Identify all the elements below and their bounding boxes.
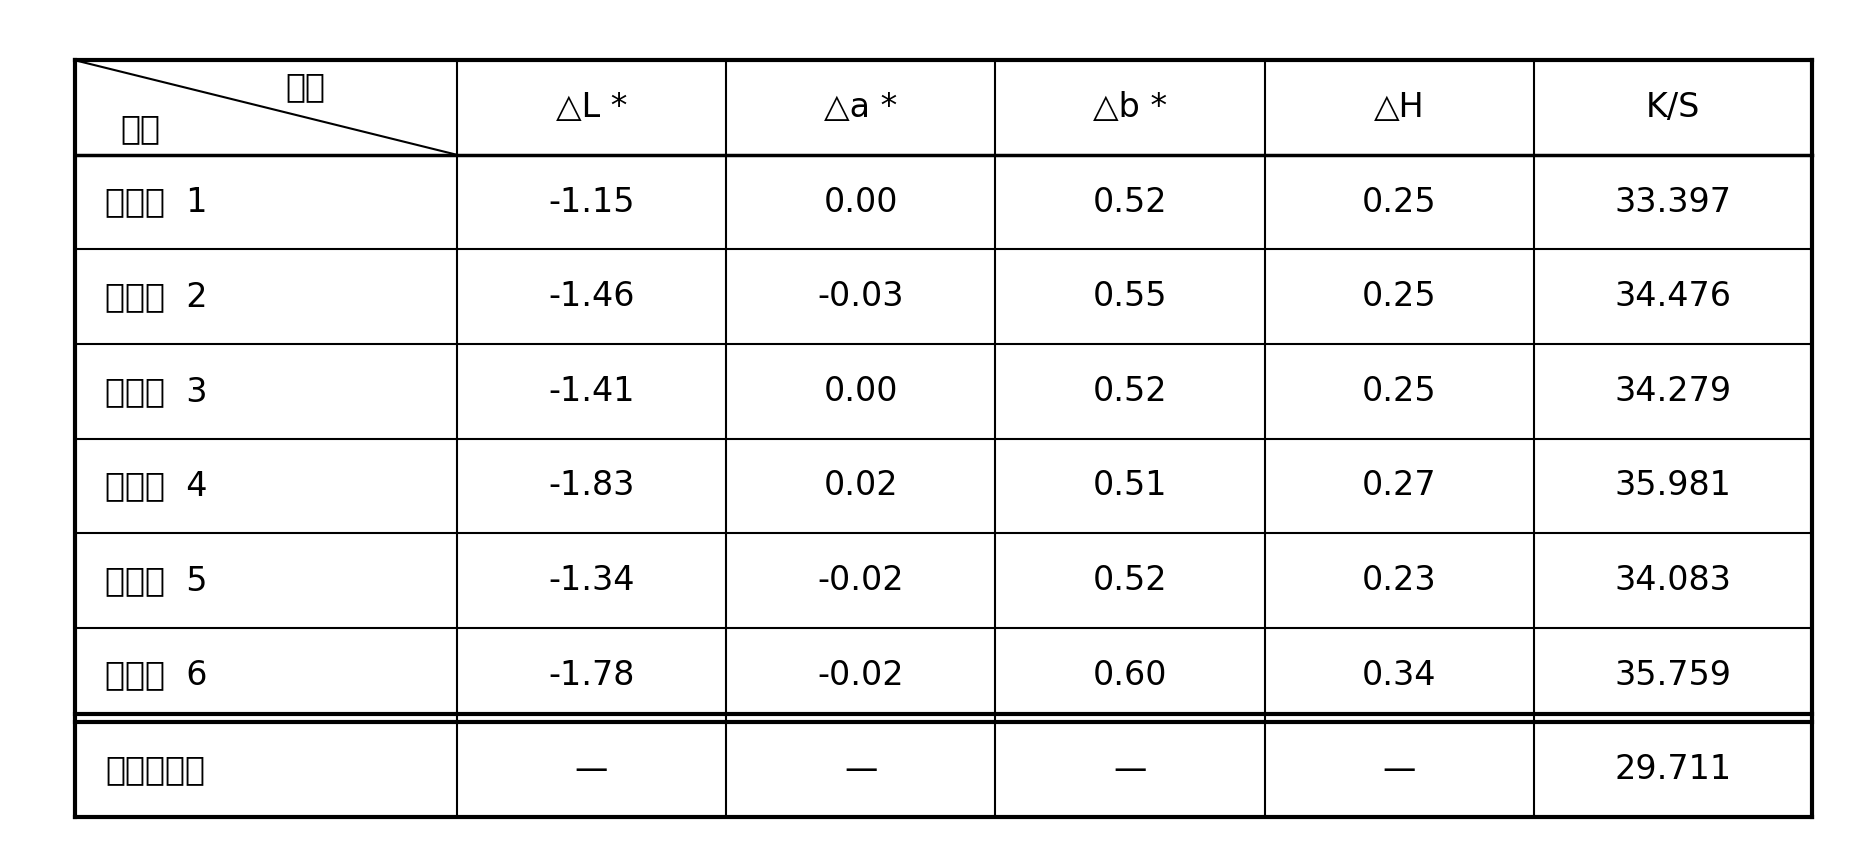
- Text: 0.60: 0.60: [1093, 659, 1168, 691]
- Text: 实施例  6: 实施例 6: [105, 659, 207, 691]
- Text: —: —: [844, 753, 878, 786]
- Text: —: —: [575, 753, 609, 786]
- Text: 原布过清水: 原布过清水: [105, 753, 205, 786]
- Text: 33.397: 33.397: [1614, 186, 1732, 218]
- Text: 0.25: 0.25: [1362, 186, 1436, 218]
- Text: 34.476: 34.476: [1614, 280, 1732, 313]
- Text: -1.78: -1.78: [549, 659, 635, 691]
- Text: 0.00: 0.00: [824, 375, 899, 408]
- Text: △a *: △a *: [824, 91, 897, 124]
- Text: 29.711: 29.711: [1614, 753, 1732, 786]
- Text: 0.23: 0.23: [1362, 564, 1436, 597]
- Text: 实施例  2: 实施例 2: [105, 280, 207, 313]
- Text: 0.52: 0.52: [1093, 375, 1168, 408]
- Text: -0.03: -0.03: [818, 280, 904, 313]
- Text: 0.27: 0.27: [1362, 470, 1436, 502]
- Bar: [75, 60, 1812, 817]
- Text: 0.00: 0.00: [824, 186, 899, 218]
- Text: 实施例  5: 实施例 5: [105, 564, 207, 597]
- Text: -1.83: -1.83: [549, 470, 635, 502]
- Text: 0.55: 0.55: [1093, 280, 1168, 313]
- Text: —: —: [1113, 753, 1147, 786]
- Text: K/S: K/S: [1646, 91, 1700, 124]
- Text: 实施例  3: 实施例 3: [105, 375, 207, 408]
- Text: 0.02: 0.02: [824, 470, 899, 502]
- Text: △b *: △b *: [1093, 91, 1168, 124]
- Text: 34.083: 34.083: [1614, 564, 1732, 597]
- Text: 0.25: 0.25: [1362, 280, 1436, 313]
- Text: -1.34: -1.34: [549, 564, 635, 597]
- Text: 0.51: 0.51: [1093, 470, 1168, 502]
- Text: -1.41: -1.41: [549, 375, 635, 408]
- Text: △H: △H: [1375, 91, 1425, 124]
- Text: -0.02: -0.02: [818, 659, 904, 691]
- Text: △L *: △L *: [557, 91, 628, 124]
- Text: 34.279: 34.279: [1614, 375, 1732, 408]
- Text: —: —: [1382, 753, 1416, 786]
- Text: 35.759: 35.759: [1614, 659, 1732, 691]
- Text: 0.52: 0.52: [1093, 186, 1168, 218]
- Text: 实施例  4: 实施例 4: [105, 470, 207, 502]
- Text: 0.52: 0.52: [1093, 564, 1168, 597]
- Text: -1.46: -1.46: [549, 280, 635, 313]
- Text: 0.25: 0.25: [1362, 375, 1436, 408]
- Text: 配方: 配方: [121, 112, 161, 144]
- Text: -0.02: -0.02: [818, 564, 904, 597]
- Text: 指标: 指标: [286, 71, 325, 103]
- Text: -1.15: -1.15: [549, 186, 635, 218]
- Text: 实施例  1: 实施例 1: [105, 186, 207, 218]
- Text: 35.981: 35.981: [1614, 470, 1732, 502]
- Text: 0.34: 0.34: [1362, 659, 1436, 691]
